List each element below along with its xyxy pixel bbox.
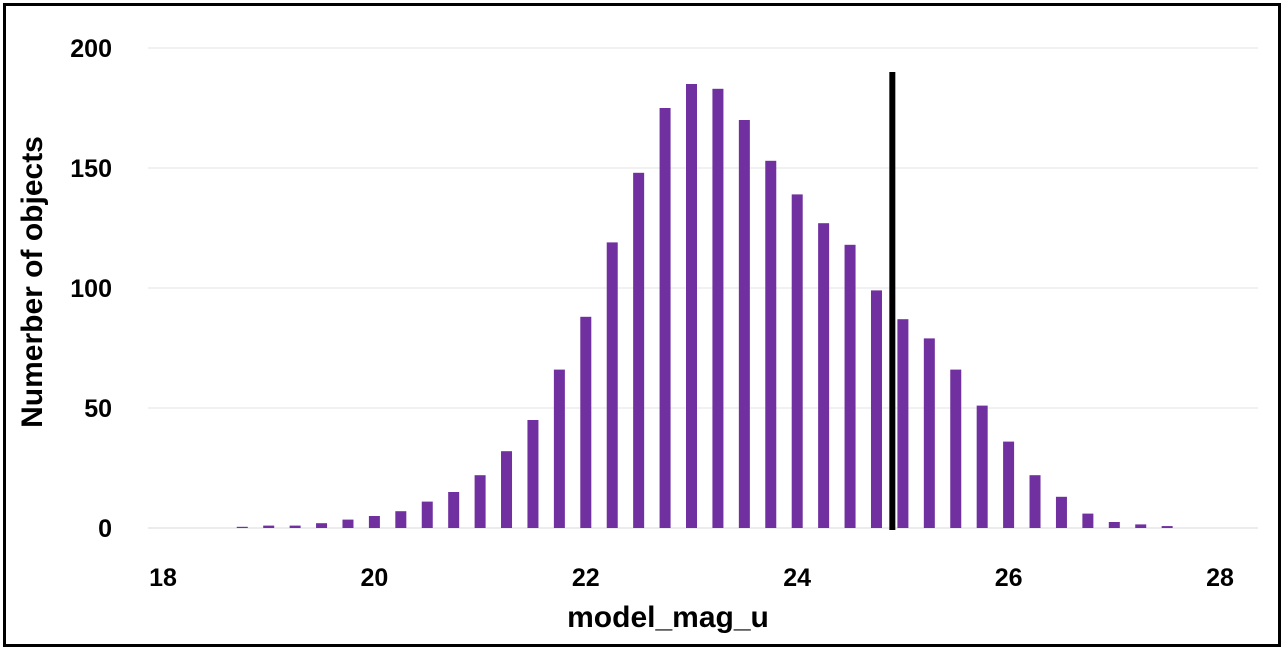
y-tick-label: 100: [70, 275, 112, 303]
x-tick-label: 18: [149, 564, 177, 592]
y-tick-label: 50: [84, 395, 112, 423]
histogram-bar: [1161, 526, 1173, 528]
histogram-bar: [1135, 524, 1147, 528]
x-tick-label: 22: [572, 564, 600, 592]
histogram-bar: [236, 526, 248, 528]
histogram-bar: [580, 316, 592, 528]
y-axis-title: Numerber of objects: [16, 136, 49, 428]
histogram-bar: [712, 88, 724, 529]
histogram-bar: [316, 523, 328, 528]
histogram-bar: [897, 319, 909, 528]
histogram-bar: [1108, 522, 1120, 528]
x-tick-label: 24: [783, 564, 811, 592]
histogram-bar: [976, 405, 988, 528]
y-tick-label: 0: [98, 515, 112, 543]
histogram-bar: [368, 516, 380, 528]
x-tick-label: 26: [995, 564, 1023, 592]
histogram-bar: [553, 369, 565, 528]
histogram-bar: [950, 369, 962, 528]
histogram-bar: [606, 242, 618, 528]
histogram-bar: [818, 223, 830, 528]
histogram-bar: [765, 160, 777, 529]
histogram-bar: [870, 290, 882, 528]
histogram-bar: [686, 84, 697, 528]
x-axis-title: model_mag_u: [567, 601, 769, 634]
histogram-bar: [1029, 475, 1041, 528]
histogram-bar: [738, 120, 750, 528]
histogram-bar: [1003, 441, 1015, 528]
x-tick-label: 20: [360, 564, 388, 592]
histogram-bar: [421, 501, 433, 528]
histogram-bar: [659, 108, 671, 528]
gridlines: [148, 47, 1258, 529]
histogram-bar: [395, 511, 407, 528]
y-axis-ticks: 0 50 100 150 200: [70, 35, 112, 543]
histogram-bar: [263, 525, 275, 528]
histogram-bar: [289, 525, 301, 528]
y-tick-label: 200: [70, 35, 112, 63]
histogram-bar: [1055, 496, 1067, 528]
histogram-bar: [791, 194, 803, 528]
histogram-bar: [342, 519, 354, 528]
histogram-bar: [448, 492, 460, 528]
histogram-bar: [844, 244, 856, 529]
x-axis-ticks: 18 20 22 24 26 28: [149, 564, 1234, 592]
bars: [236, 84, 1173, 529]
x-tick-label: 28: [1206, 564, 1234, 592]
histogram-bar: [527, 420, 539, 528]
histogram-bar: [1082, 513, 1094, 528]
histogram-bar: [474, 475, 486, 528]
histogram-bar: [633, 172, 645, 529]
histogram-bar: [923, 338, 935, 528]
y-tick-label: 150: [70, 155, 112, 183]
histogram-bar: [501, 451, 513, 528]
